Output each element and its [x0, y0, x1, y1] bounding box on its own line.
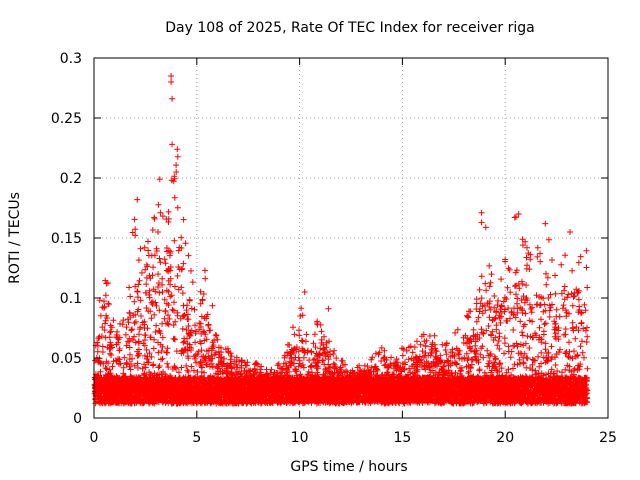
grid-lines — [94, 58, 608, 418]
y-tick-label: 0.1 — [60, 291, 82, 307]
x-tick-label: 10 — [291, 430, 309, 446]
x-tick-label: 20 — [496, 430, 514, 446]
y-tick-label: 0.25 — [51, 111, 82, 127]
y-axis-label: ROTI / TECUs — [7, 192, 23, 284]
roti-data-series — [91, 73, 591, 407]
x-axis-label: GPS time / hours — [290, 459, 407, 475]
y-tick-label: 0.3 — [60, 51, 82, 67]
y-tick-label: 0 — [73, 411, 82, 427]
x-tick-label: 0 — [90, 430, 99, 446]
x-tick-label: 15 — [393, 430, 411, 446]
y-tick-label: 0.15 — [51, 231, 82, 247]
data-points — [91, 73, 591, 407]
y-tick-label: 0.05 — [51, 351, 82, 367]
x-tick-labels: 0 5 10 15 20 25 — [90, 430, 617, 446]
y-tick-labels: 0 0.05 0.1 0.15 0.2 0.25 0.3 — [51, 51, 82, 427]
x-tick-label: 5 — [192, 430, 201, 446]
y-tick-label: 0.2 — [60, 171, 82, 187]
chart-title: Day 108 of 2025, Rate Of TEC Index for r… — [165, 20, 534, 36]
x-tick-label: 25 — [599, 430, 617, 446]
axis-ticks — [93, 57, 609, 419]
